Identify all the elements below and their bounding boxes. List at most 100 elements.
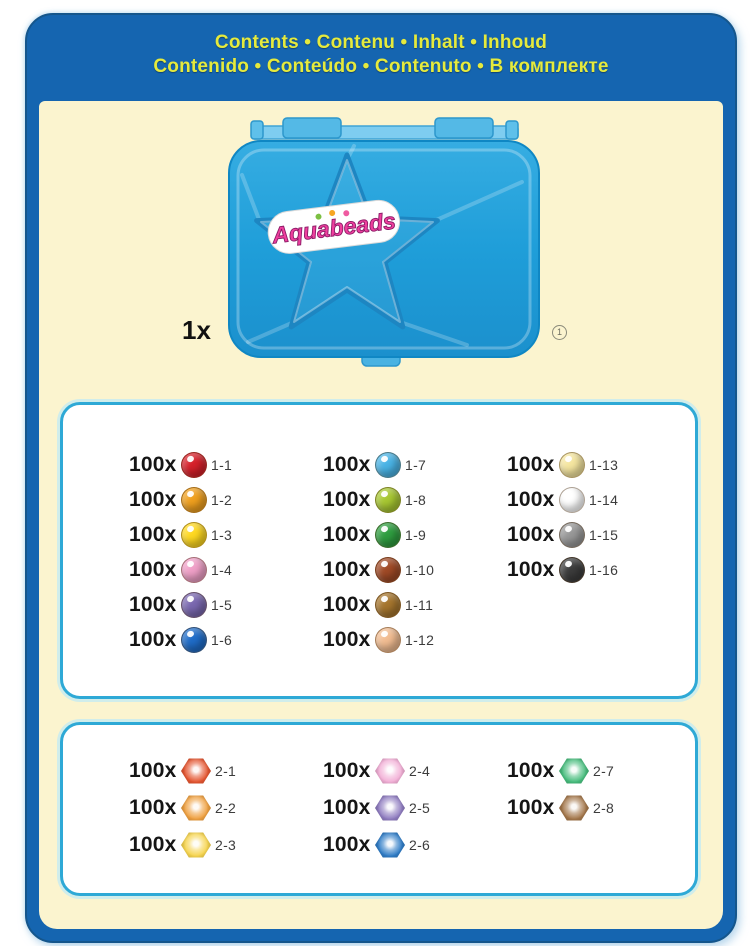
round-beads-box: 100x 1-1 100x 1-2 100x 1-3 100x bbox=[60, 402, 698, 699]
bead-swatch bbox=[375, 487, 401, 513]
bead-row: 100x 1-8 bbox=[323, 487, 434, 513]
bead-code: 1-10 bbox=[405, 562, 435, 578]
jewel-swatch bbox=[375, 832, 405, 858]
bead-swatch bbox=[181, 522, 207, 548]
bead-row: 100x 1-12 bbox=[323, 627, 434, 653]
content-panel: Aquabeads 1x 1 100x 1-1 100x 1-2 100x bbox=[39, 101, 723, 929]
bead-quantity: 100x bbox=[323, 628, 371, 651]
jewel-beads-column-3: 100x 2-7 100x 2-8 bbox=[507, 758, 614, 821]
jewel-row: 100x 2-5 bbox=[323, 795, 430, 821]
jewel-quantity: 100x bbox=[129, 796, 177, 819]
bead-swatch bbox=[181, 592, 207, 618]
bead-row: 100x 1-1 bbox=[129, 452, 232, 478]
jewel-row: 100x 2-4 bbox=[323, 758, 430, 784]
jewel-swatch bbox=[181, 832, 211, 858]
aquabeads-logo: Aquabeads bbox=[267, 199, 401, 254]
jewel-code: 2-6 bbox=[409, 837, 431, 853]
bead-swatch bbox=[181, 627, 207, 653]
contents-title-line1: Contents • Contenu • Inhalt • Inhoud bbox=[214, 32, 548, 53]
bead-swatch bbox=[559, 487, 585, 513]
bead-code: 1-1 bbox=[211, 457, 233, 473]
bead-quantity: 100x bbox=[129, 488, 177, 511]
bead-quantity: 100x bbox=[129, 628, 177, 651]
bead-swatch bbox=[375, 452, 401, 478]
bead-row: 100x 1-7 bbox=[323, 452, 434, 478]
bead-code: 1-7 bbox=[405, 457, 427, 473]
bead-code: 1-11 bbox=[405, 597, 434, 613]
bead-row: 100x 1-6 bbox=[129, 627, 232, 653]
bead-case-illustration: Aquabeads bbox=[228, 117, 540, 367]
jewel-row: 100x 2-8 bbox=[507, 795, 614, 821]
jewel-beads-box: 100x 2-1 100x 2-2 100x 2-3 100x bbox=[60, 722, 698, 896]
jewel-swatch bbox=[559, 758, 589, 784]
jewel-row: 100x 2-6 bbox=[323, 832, 430, 858]
round-beads-column-3: 100x 1-13 100x 1-14 100x 1-15 100x bbox=[507, 452, 618, 583]
jewel-quantity: 100x bbox=[323, 833, 371, 856]
case-crease-lines bbox=[240, 144, 524, 347]
bead-code: 1-13 bbox=[589, 457, 619, 473]
bead-swatch bbox=[375, 627, 401, 653]
bead-code: 1-14 bbox=[589, 492, 619, 508]
bead-quantity: 100x bbox=[507, 453, 555, 476]
contents-title-line2: Contenido • Conteúdo • Contenuto • В ком… bbox=[153, 56, 609, 77]
footnote-circled-1: 1 bbox=[552, 325, 567, 340]
bead-code: 1-15 bbox=[589, 527, 619, 543]
bead-row: 100x 1-5 bbox=[129, 592, 232, 618]
bead-swatch bbox=[375, 522, 401, 548]
case-body bbox=[228, 140, 540, 358]
bead-swatch bbox=[559, 452, 585, 478]
bead-swatch bbox=[375, 557, 401, 583]
bead-code: 1-8 bbox=[405, 492, 427, 508]
bead-quantity: 100x bbox=[129, 593, 177, 616]
jewel-quantity: 100x bbox=[129, 759, 177, 782]
bead-row: 100x 1-3 bbox=[129, 522, 232, 548]
bead-code: 1-5 bbox=[211, 597, 233, 613]
jewel-quantity: 100x bbox=[129, 833, 177, 856]
bead-quantity: 100x bbox=[507, 488, 555, 511]
bead-code: 1-9 bbox=[405, 527, 427, 543]
bead-swatch bbox=[181, 452, 207, 478]
jewel-row: 100x 2-2 bbox=[129, 795, 236, 821]
jewel-code: 2-3 bbox=[215, 837, 237, 853]
jewel-code: 2-7 bbox=[593, 763, 615, 779]
jewel-code: 2-5 bbox=[409, 800, 431, 816]
bead-row: 100x 1-13 bbox=[507, 452, 618, 478]
contents-title: Contents • Contenu • Inhalt • Inhoud Con… bbox=[27, 31, 735, 79]
case-quantity-label: 1x bbox=[182, 315, 211, 345]
bead-quantity: 100x bbox=[323, 593, 371, 616]
jewel-beads-column-1: 100x 2-1 100x 2-2 100x 2-3 bbox=[129, 758, 236, 858]
bead-row: 100x 1-2 bbox=[129, 487, 232, 513]
bead-quantity: 100x bbox=[323, 558, 371, 581]
jewel-swatch bbox=[375, 758, 405, 784]
bead-quantity: 100x bbox=[129, 453, 177, 476]
bead-row: 100x 1-15 bbox=[507, 522, 618, 548]
jewel-swatch bbox=[559, 795, 589, 821]
bead-code: 1-12 bbox=[405, 632, 435, 648]
bead-quantity: 100x bbox=[507, 523, 555, 546]
bead-row: 100x 1-16 bbox=[507, 557, 618, 583]
jewel-swatch bbox=[375, 795, 405, 821]
bead-quantity: 100x bbox=[323, 488, 371, 511]
jewel-row: 100x 2-7 bbox=[507, 758, 614, 784]
jewel-code: 2-8 bbox=[593, 800, 615, 816]
bead-code: 1-4 bbox=[211, 562, 233, 578]
jewel-code: 2-4 bbox=[409, 763, 431, 779]
jewel-quantity: 100x bbox=[507, 759, 555, 782]
jewel-swatch bbox=[181, 795, 211, 821]
bead-swatch bbox=[559, 522, 585, 548]
bead-code: 1-2 bbox=[211, 492, 233, 508]
jewel-swatch bbox=[181, 758, 211, 784]
bead-quantity: 100x bbox=[129, 558, 177, 581]
bead-quantity: 100x bbox=[323, 453, 371, 476]
bead-swatch bbox=[375, 592, 401, 618]
bead-swatch bbox=[181, 487, 207, 513]
bead-code: 1-3 bbox=[211, 527, 233, 543]
round-beads-column-2: 100x 1-7 100x 1-8 100x 1-9 100x bbox=[323, 452, 434, 653]
bead-code: 1-16 bbox=[589, 562, 619, 578]
bead-code: 1-6 bbox=[211, 632, 233, 648]
bead-swatch bbox=[181, 557, 207, 583]
bead-quantity: 100x bbox=[323, 523, 371, 546]
jewel-beads-column-2: 100x 2-4 100x 2-5 100x 2-6 bbox=[323, 758, 430, 858]
bead-row: 100x 1-10 bbox=[323, 557, 434, 583]
round-beads-column-1: 100x 1-1 100x 1-2 100x 1-3 100x bbox=[129, 452, 232, 653]
